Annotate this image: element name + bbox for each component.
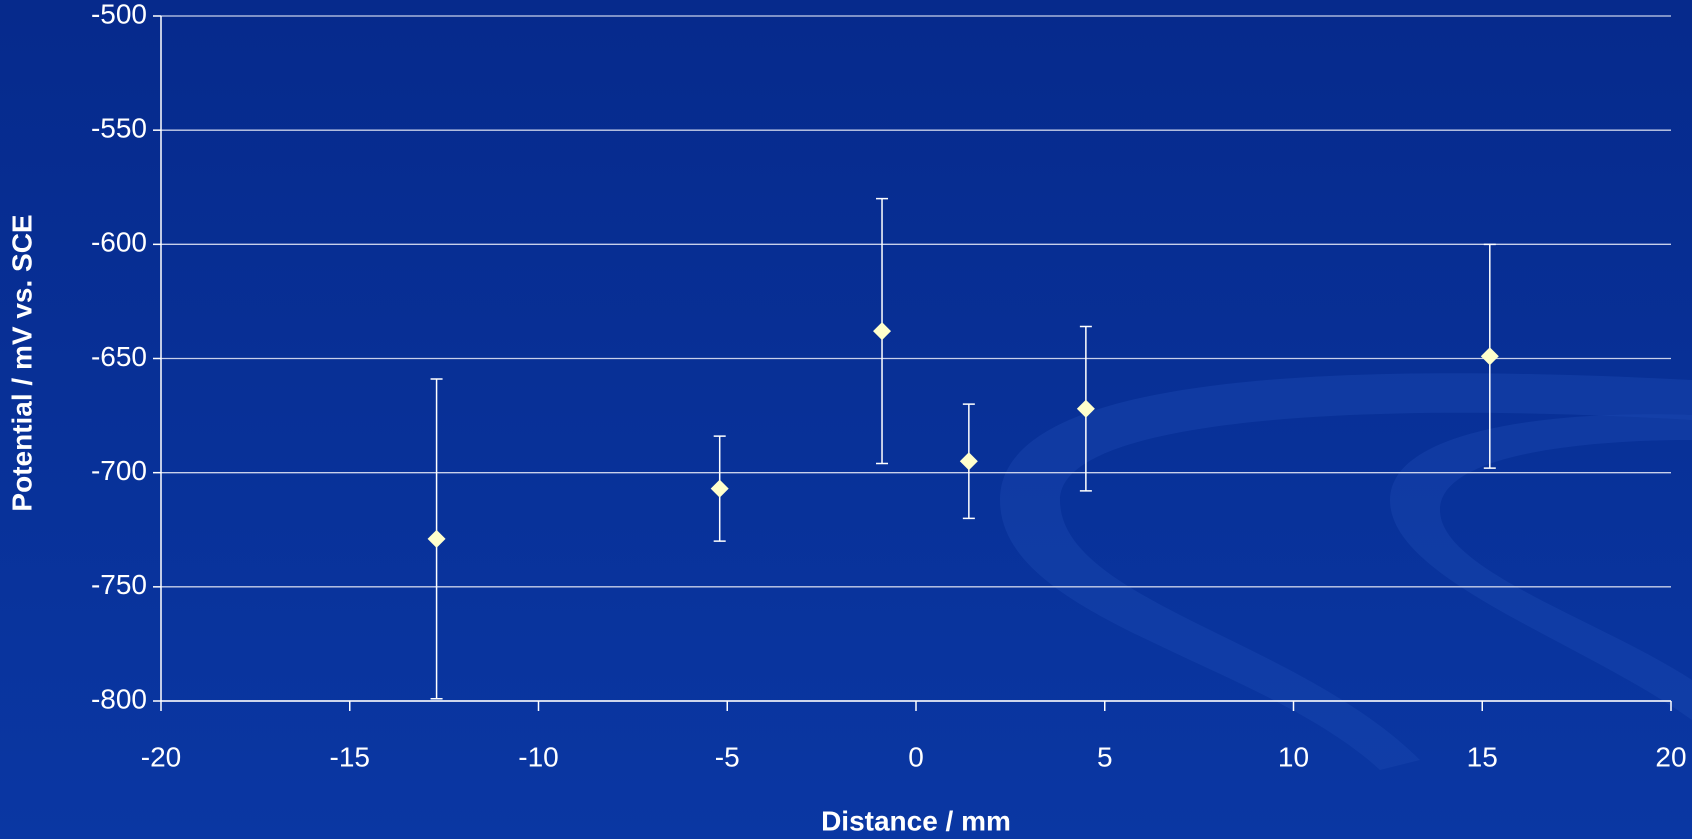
decoration: [1390, 414, 1692, 720]
y-tick-label: -700: [91, 455, 147, 486]
marker: [1480, 347, 1499, 366]
y-tick-label: -500: [91, 0, 147, 29]
y-tick-label: -600: [91, 227, 147, 258]
x-tick-label: -10: [518, 741, 558, 772]
marker: [873, 322, 892, 341]
y-tick-label: -800: [91, 683, 147, 714]
marker: [1076, 399, 1095, 418]
y-axis-title: Potential / mV vs. SCE: [6, 214, 37, 511]
x-tick-label: 10: [1278, 741, 1309, 772]
x-tick-label: 5: [1097, 741, 1113, 772]
y-tick-label: -750: [91, 569, 147, 600]
x-tick-label: 20: [1655, 741, 1686, 772]
y-tick-label: -550: [91, 113, 147, 144]
x-tick-label: 0: [908, 741, 924, 772]
marker: [710, 479, 729, 498]
marker: [959, 452, 978, 471]
x-tick-label: -5: [715, 741, 740, 772]
x-tick-label: -20: [141, 741, 181, 772]
y-tick-label: -650: [91, 341, 147, 372]
x-tick-label: 15: [1467, 741, 1498, 772]
x-axis-title: Distance / mm: [821, 805, 1011, 836]
decoration: [1000, 373, 1692, 770]
marker: [427, 529, 446, 548]
x-tick-label: -15: [330, 741, 370, 772]
